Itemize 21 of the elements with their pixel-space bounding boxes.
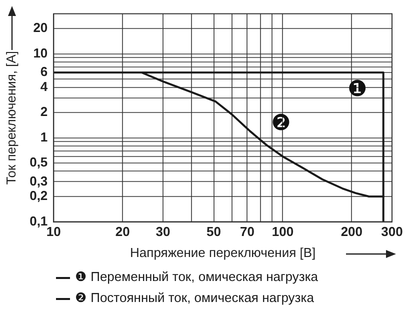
x-tick-label: 30 xyxy=(156,224,170,240)
x-tick-label: 70 xyxy=(240,224,254,240)
y-tick-label: 4 xyxy=(40,78,48,94)
x-tick-label: 100 xyxy=(272,224,294,240)
legend-label: ❶ Переменный ток, омическая нагрузка xyxy=(75,269,318,284)
x-tick-label: 50 xyxy=(206,224,221,240)
y-tick-label: 2 xyxy=(40,104,48,120)
y-tick-label: 6 xyxy=(40,64,48,80)
y-tick-label: 0,1 xyxy=(30,213,48,228)
legend-label: ❷ Постоянный ток, омическая нагрузка xyxy=(75,290,314,305)
y-tick-label: 1 xyxy=(40,129,48,144)
y-tick-label: 10 xyxy=(33,45,48,60)
y-tick-label: 0,2 xyxy=(30,188,48,204)
x-axis-title: Напряжение переключения [В] xyxy=(130,244,316,260)
y-tick-label: 0,3 xyxy=(30,173,48,188)
y-tick-label: 0,5 xyxy=(30,154,48,170)
x-tick-label: 300 xyxy=(381,224,403,240)
x-tick-label: 200 xyxy=(340,224,363,240)
y-tick-label: 20 xyxy=(33,20,48,36)
y-axis-title: Ток переключения, [A] xyxy=(3,50,18,185)
x-tick-label: 20 xyxy=(115,224,130,240)
